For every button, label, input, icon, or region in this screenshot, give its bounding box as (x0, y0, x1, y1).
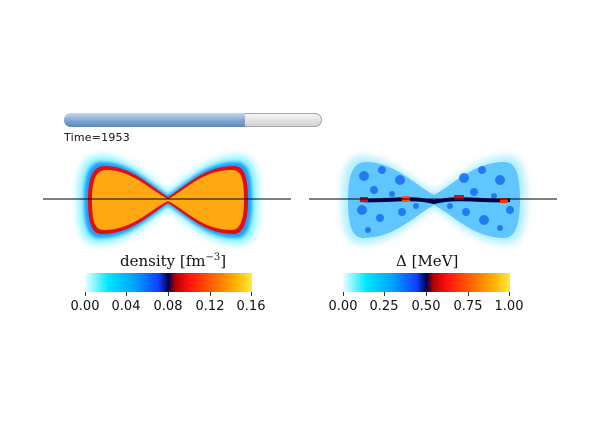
density-colorbar (85, 273, 252, 292)
gap-tick-label: 0.75 (453, 299, 483, 314)
gap-tick-mark (468, 292, 469, 296)
density-tick-label: 0.00 (70, 299, 100, 314)
density-tick-mark (85, 292, 86, 296)
density-tick-label: 0.08 (153, 299, 183, 314)
gap-colorbar-title: Δ [MeV] (396, 252, 459, 270)
density-colorbar-title: density [fm−3] (120, 252, 226, 270)
gap-blobs (357, 166, 514, 233)
density-tick-label: 0.12 (195, 299, 225, 314)
density-core (92, 170, 244, 230)
gap-tick-mark (384, 292, 385, 296)
density-caption-close: ] (220, 252, 227, 270)
density-caption-exponent: −3 (205, 252, 221, 263)
time-label: Time=1953 (64, 131, 130, 144)
gap-tick-label: 1.00 (494, 299, 524, 314)
density-tick-mark (126, 292, 127, 296)
density-tick-mark (168, 292, 169, 296)
gap-tick-mark (509, 292, 510, 296)
density-tick-label: 0.16 (236, 299, 266, 314)
density-caption-text: density [fm (120, 252, 206, 270)
gap-tick-label: 0.50 (411, 299, 441, 314)
gap-tick-label: 0.00 (328, 299, 358, 314)
gap-tick-label: 0.25 (369, 299, 399, 314)
time-progress-fill (64, 113, 245, 127)
density-tick-mark (251, 292, 252, 296)
density-tick-mark (210, 292, 211, 296)
gap-tick-mark (343, 292, 344, 296)
gap-tick-mark (426, 292, 427, 296)
density-field-plot (43, 156, 291, 244)
gap-field-plot (309, 156, 557, 244)
time-progress-bar[interactable] (64, 113, 322, 127)
gap-colorbar (343, 273, 510, 292)
density-tick-label: 0.04 (111, 299, 141, 314)
